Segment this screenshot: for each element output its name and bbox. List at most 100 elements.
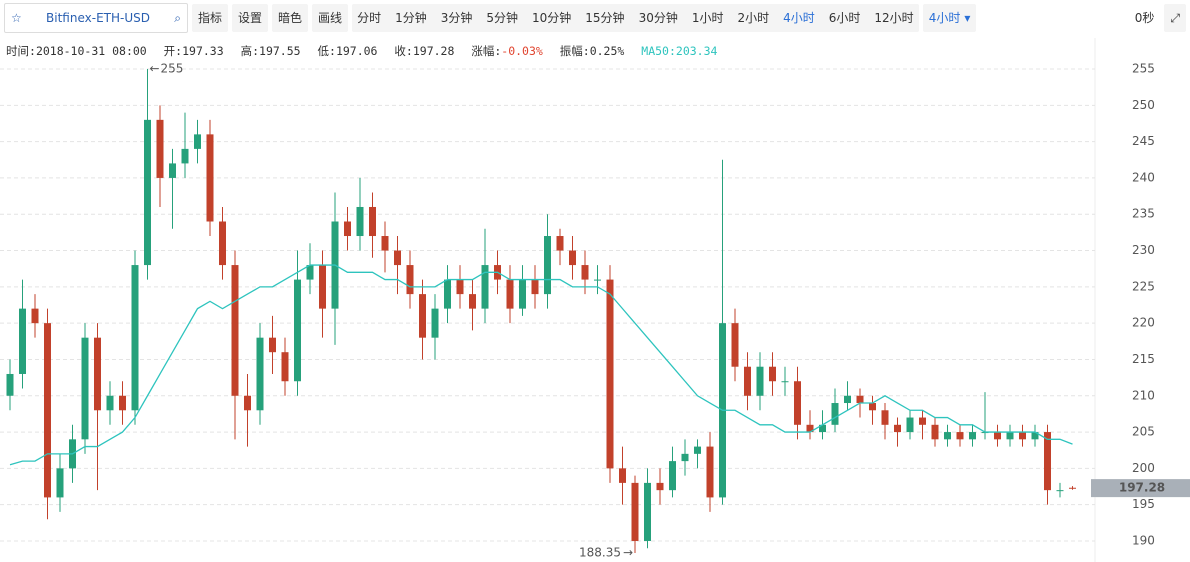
y-tick-label: 245 (1132, 134, 1155, 148)
timer: 0秒 (1128, 4, 1161, 32)
label: 高: (240, 44, 260, 58)
candle-body (6, 373, 14, 396)
candle-body (906, 417, 914, 433)
candle-body (856, 395, 864, 404)
value: 197.33 (182, 44, 224, 58)
interval-dropdown[interactable]: 4小时 ▾ (922, 4, 977, 32)
candle-body (69, 439, 76, 469)
candle-body (794, 381, 801, 425)
candle-body (781, 381, 789, 383)
candle-body (756, 366, 764, 396)
label: 振幅: (559, 44, 590, 58)
interval[interactable]: 30分钟 (633, 4, 683, 32)
candle-body (731, 323, 739, 367)
y-tick-label: 215 (1132, 352, 1155, 366)
candle-body (944, 432, 951, 440)
candle-body (831, 403, 839, 425)
candle-body (344, 221, 351, 237)
candle-body (481, 265, 489, 309)
candle-body (631, 482, 639, 541)
ma50-line (9, 264, 1073, 466)
candle-body (581, 265, 589, 280)
tool-button[interactable]: 画线 (312, 4, 349, 32)
candle-body (981, 432, 989, 434)
symbol-box[interactable]: ☆ Bitfinex-ETH-USD ⌕ (4, 3, 188, 33)
candle-body (694, 446, 701, 454)
candle-body (1069, 487, 1076, 489)
label: 时间: (6, 44, 36, 58)
interval[interactable]: 10分钟 (527, 4, 577, 32)
search: ⌕ (174, 11, 181, 25)
info-bar: 时间:2018-10-31 08:00 开:197.33 高:197.55 低:… (6, 43, 727, 59)
candle-body (369, 206, 376, 237)
interval[interactable]: 6小时 (823, 4, 866, 32)
last-price: 197.28 (1119, 481, 1165, 495)
candle-body (519, 279, 526, 309)
candle-body (194, 134, 201, 149)
candle-body (456, 279, 464, 295)
candle-body (19, 308, 26, 374)
value: 203.34 (675, 44, 718, 58)
candle-body (244, 395, 251, 411)
candle-body (331, 221, 339, 309)
candle-body (894, 424, 901, 433)
candle-body (744, 366, 751, 396)
label: 收: (394, 44, 413, 58)
candle-body (444, 279, 451, 309)
tool-button[interactable]: 设置 (232, 4, 269, 32)
fullscreen[interactable]: ⤢ (1164, 4, 1186, 32)
interval[interactable]: 分时 (352, 4, 387, 32)
tool-button[interactable]: 指标 (192, 4, 229, 32)
tool-button[interactable]: 暗色 (272, 4, 309, 32)
buttons: 指标 设置 暗色 画线 (192, 4, 349, 32)
info-ma: MA50:203.34 (641, 44, 717, 58)
candle-body (656, 482, 664, 491)
candle-body (81, 337, 89, 440)
candle-body (1031, 432, 1039, 440)
interval[interactable]: 12小时 (869, 4, 919, 32)
candle-body (306, 265, 314, 280)
y-tick-label: 235 (1132, 207, 1155, 221)
info-open: 开:197.33 (164, 44, 224, 58)
interval[interactable]: 1小时 (686, 4, 729, 32)
min-arrow: → (623, 545, 633, 559)
interval[interactable]: 3分钟 (435, 4, 478, 32)
interval[interactable]: 1分钟 (390, 4, 432, 32)
candle-body (644, 482, 651, 541)
interval[interactable]: 5分钟 (481, 4, 523, 32)
y-tick-label: 220 (1132, 316, 1155, 330)
candle-body (419, 294, 426, 338)
value: -0.03% (501, 44, 543, 58)
candle-body (294, 279, 301, 382)
interval[interactable]: 2小时 (732, 4, 775, 32)
toolbar: ☆ Bitfinex-ETH-USD ⌕ 指标 设置 暗色 画线 分时 1分钟 3分钟 5分钟 1… (0, 0, 1190, 36)
candle-body (819, 424, 826, 433)
y-tick-label: 240 (1132, 170, 1155, 184)
candle-body (769, 366, 776, 382)
candle-body (44, 323, 51, 498)
candle-body (281, 352, 289, 382)
candle-body (381, 236, 389, 251)
max-arrow: ← (150, 62, 160, 76)
candle-body (431, 308, 439, 338)
candle-body (169, 163, 176, 178)
candle-body (1006, 432, 1014, 440)
candle-body (869, 403, 876, 411)
candle-body (356, 206, 364, 237)
candle-body (969, 432, 976, 440)
candle-body (881, 410, 889, 425)
y-tick-label: 190 (1132, 533, 1155, 547)
candle-body (256, 337, 264, 411)
candle-body (931, 424, 939, 440)
info-close: 收:197.28 (394, 44, 454, 58)
interval[interactable]: 4小时 (778, 4, 820, 32)
info-low: 低:197.06 (318, 44, 378, 58)
intervals: 分时 1分钟 3分钟 5分钟 10分钟 15分钟 30分钟 1小时 2小时 4小时 6小时 12小时 (352, 4, 919, 32)
interval[interactable]: 15分钟 (580, 4, 630, 32)
label: 开: (163, 44, 183, 58)
candle-body (94, 337, 101, 411)
label: 涨幅: (471, 44, 502, 58)
y-tick-label: 250 (1132, 98, 1155, 112)
candle-body (719, 323, 726, 498)
candle-body (206, 134, 214, 222)
